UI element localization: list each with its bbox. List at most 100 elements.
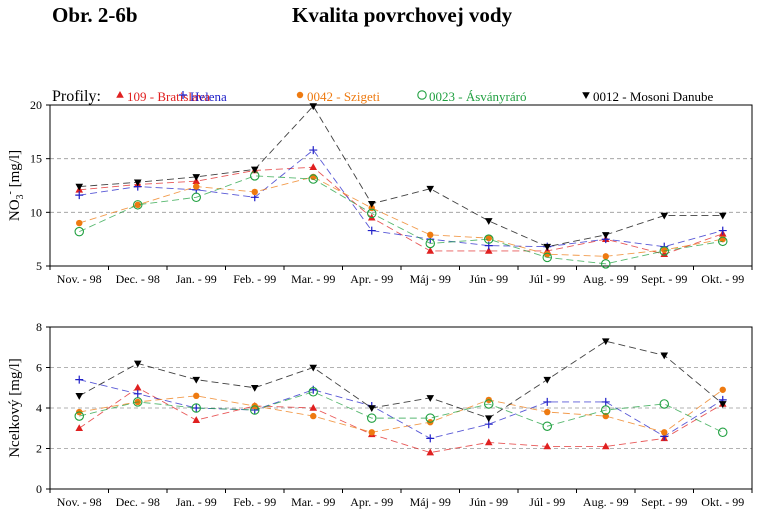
point-0012-mosoni-danube <box>133 360 142 368</box>
point-109-bratislava <box>309 163 318 171</box>
legend-title: Profily: <box>52 88 101 105</box>
x-tick-label: Máj - 99 <box>410 495 451 509</box>
point-109-bratislava <box>192 416 201 423</box>
figure-number: Obr. 2-6b <box>52 3 138 27</box>
point-0042-szigeti <box>368 429 375 436</box>
point-109-bratislava <box>133 383 142 391</box>
series-line-helena <box>79 379 723 439</box>
point-0042-szigeti <box>661 429 668 436</box>
point-0012-mosoni-danube <box>660 352 669 360</box>
series-109-bratislava <box>75 383 727 456</box>
point-0023-asvanyraro <box>425 238 435 249</box>
point-109-bratislava <box>75 424 84 432</box>
point-0023-asvanyraro <box>133 200 143 210</box>
point-helena <box>718 226 727 235</box>
point-helena <box>75 375 84 384</box>
x-tick-label: Okt. - 99 <box>701 495 744 509</box>
point-0012-mosoni-danube <box>75 183 84 191</box>
series-line-0012-mosoni-danube <box>79 105 723 248</box>
y-tick-label: 6 <box>36 361 42 375</box>
series-line-helena <box>79 149 723 248</box>
point-109-bratislava <box>484 246 493 254</box>
point-0023-asvanyraro <box>74 411 85 421</box>
point-helena <box>367 226 376 235</box>
point-0023-asvanyraro <box>133 397 143 407</box>
point-109-bratislava <box>426 448 435 456</box>
point-0012-mosoni-danube <box>484 218 493 225</box>
series-109-bratislava <box>75 163 727 257</box>
point-0023-asvanyraro <box>308 387 318 397</box>
x-tick-label: Júl - 99 <box>529 495 565 509</box>
point-helena <box>309 146 318 155</box>
x-tick-label: Mar. - 99 <box>291 495 335 509</box>
point-0042-szigeti <box>193 392 200 400</box>
point-0012-mosoni-danube <box>367 200 376 208</box>
point-0012-mosoni-danube <box>543 376 552 384</box>
point-0012-mosoni-danube <box>660 212 669 220</box>
point-0012-mosoni-danube <box>367 405 376 412</box>
legend-label-109-bratislava: 109 - Bratislava <box>127 89 210 104</box>
legend-marker-0012-mosoni-danube <box>582 92 590 99</box>
point-0042-szigeti <box>602 412 609 420</box>
series-line-0012-mosoni-danube <box>79 340 724 419</box>
point-0023-asvanyraro <box>425 413 435 423</box>
point-0023-asvanyraro <box>308 174 318 184</box>
point-0042-szigeti <box>193 183 200 190</box>
point-0012-mosoni-danube <box>718 401 727 408</box>
point-0023-asvanyraro <box>483 234 494 244</box>
point-0023-asvanyraro <box>717 427 728 438</box>
point-0023-asvanyraro <box>191 403 202 413</box>
point-0012-mosoni-danube <box>309 364 318 372</box>
point-0023-asvanyraro <box>483 399 494 409</box>
point-helena <box>426 434 435 443</box>
point-0023-asvanyraro <box>600 405 611 415</box>
series-helena <box>75 146 727 251</box>
point-0023-asvanyraro <box>366 208 377 219</box>
point-0012-mosoni-danube <box>192 376 201 384</box>
point-0042-szigeti <box>310 412 317 420</box>
point-0042-szigeti <box>661 246 668 254</box>
y-tick-label: 5 <box>36 259 42 273</box>
x-tick-label: Feb. - 99 <box>233 272 276 286</box>
x-tick-label: Jún - 99 <box>469 272 508 286</box>
ntotal-panel: 0 2 4 6 8 Nov. - 98 Dec. - 98 Jan. - 99 Feb. - 9… <box>7 320 753 509</box>
series-0012-mosoni-danube <box>75 103 727 251</box>
y-axis-label: NO3- [mg/l] <box>5 150 26 221</box>
point-0042-szigeti <box>251 188 258 196</box>
point-0023-asvanyraro <box>366 413 377 423</box>
legend-label-0012-mosoni-danube: 0012 - Mosoni Danube <box>593 89 713 104</box>
series-helena <box>75 375 727 443</box>
x-tick-label: Máj - 99 <box>410 272 451 286</box>
point-0012-mosoni-danube <box>601 232 610 239</box>
point-0042-szigeti <box>134 201 141 209</box>
point-0023-asvanyraro <box>191 192 202 203</box>
point-0023-asvanyraro <box>659 399 669 409</box>
point-0023-asvanyraro <box>659 246 669 256</box>
x-tick-label: Jan. - 99 <box>176 272 217 286</box>
point-0042-szigeti <box>76 219 83 227</box>
point-0012-mosoni-danube <box>543 243 552 251</box>
point-109-bratislava <box>426 246 435 254</box>
series-line-0023-asvanyraro <box>79 391 723 433</box>
x-tick-label: Mar. - 99 <box>291 272 335 286</box>
x-tick-label: Dec. - 98 <box>116 495 160 509</box>
y-tick-label: 2 <box>36 442 42 456</box>
x-tick-label: Aug. - 99 <box>583 495 629 509</box>
point-0012-mosoni-danube <box>250 384 259 392</box>
series-line-109-bratislava <box>79 166 723 255</box>
legend-label-helena: Helena <box>190 89 227 104</box>
no3-panel: 5 10 15 20 Nov. - 98 Dec. - 98 Jan. - 99 Feb. -… <box>5 98 753 286</box>
legend-marker-0042-szigeti <box>296 91 304 99</box>
point-0023-asvanyraro <box>542 421 552 431</box>
point-0023-asvanyraro <box>717 236 728 247</box>
plot-frame <box>49 104 753 267</box>
series-line-109-bratislava <box>78 387 723 454</box>
x-tick-label: Sept. - 99 <box>641 495 687 509</box>
y-tick-label: 0 <box>36 482 42 496</box>
y-tick-label: 10 <box>30 205 42 219</box>
series-0012-mosoni-danube <box>75 338 727 423</box>
point-109-bratislava <box>309 404 318 411</box>
series-0042-szigeti <box>76 173 726 260</box>
